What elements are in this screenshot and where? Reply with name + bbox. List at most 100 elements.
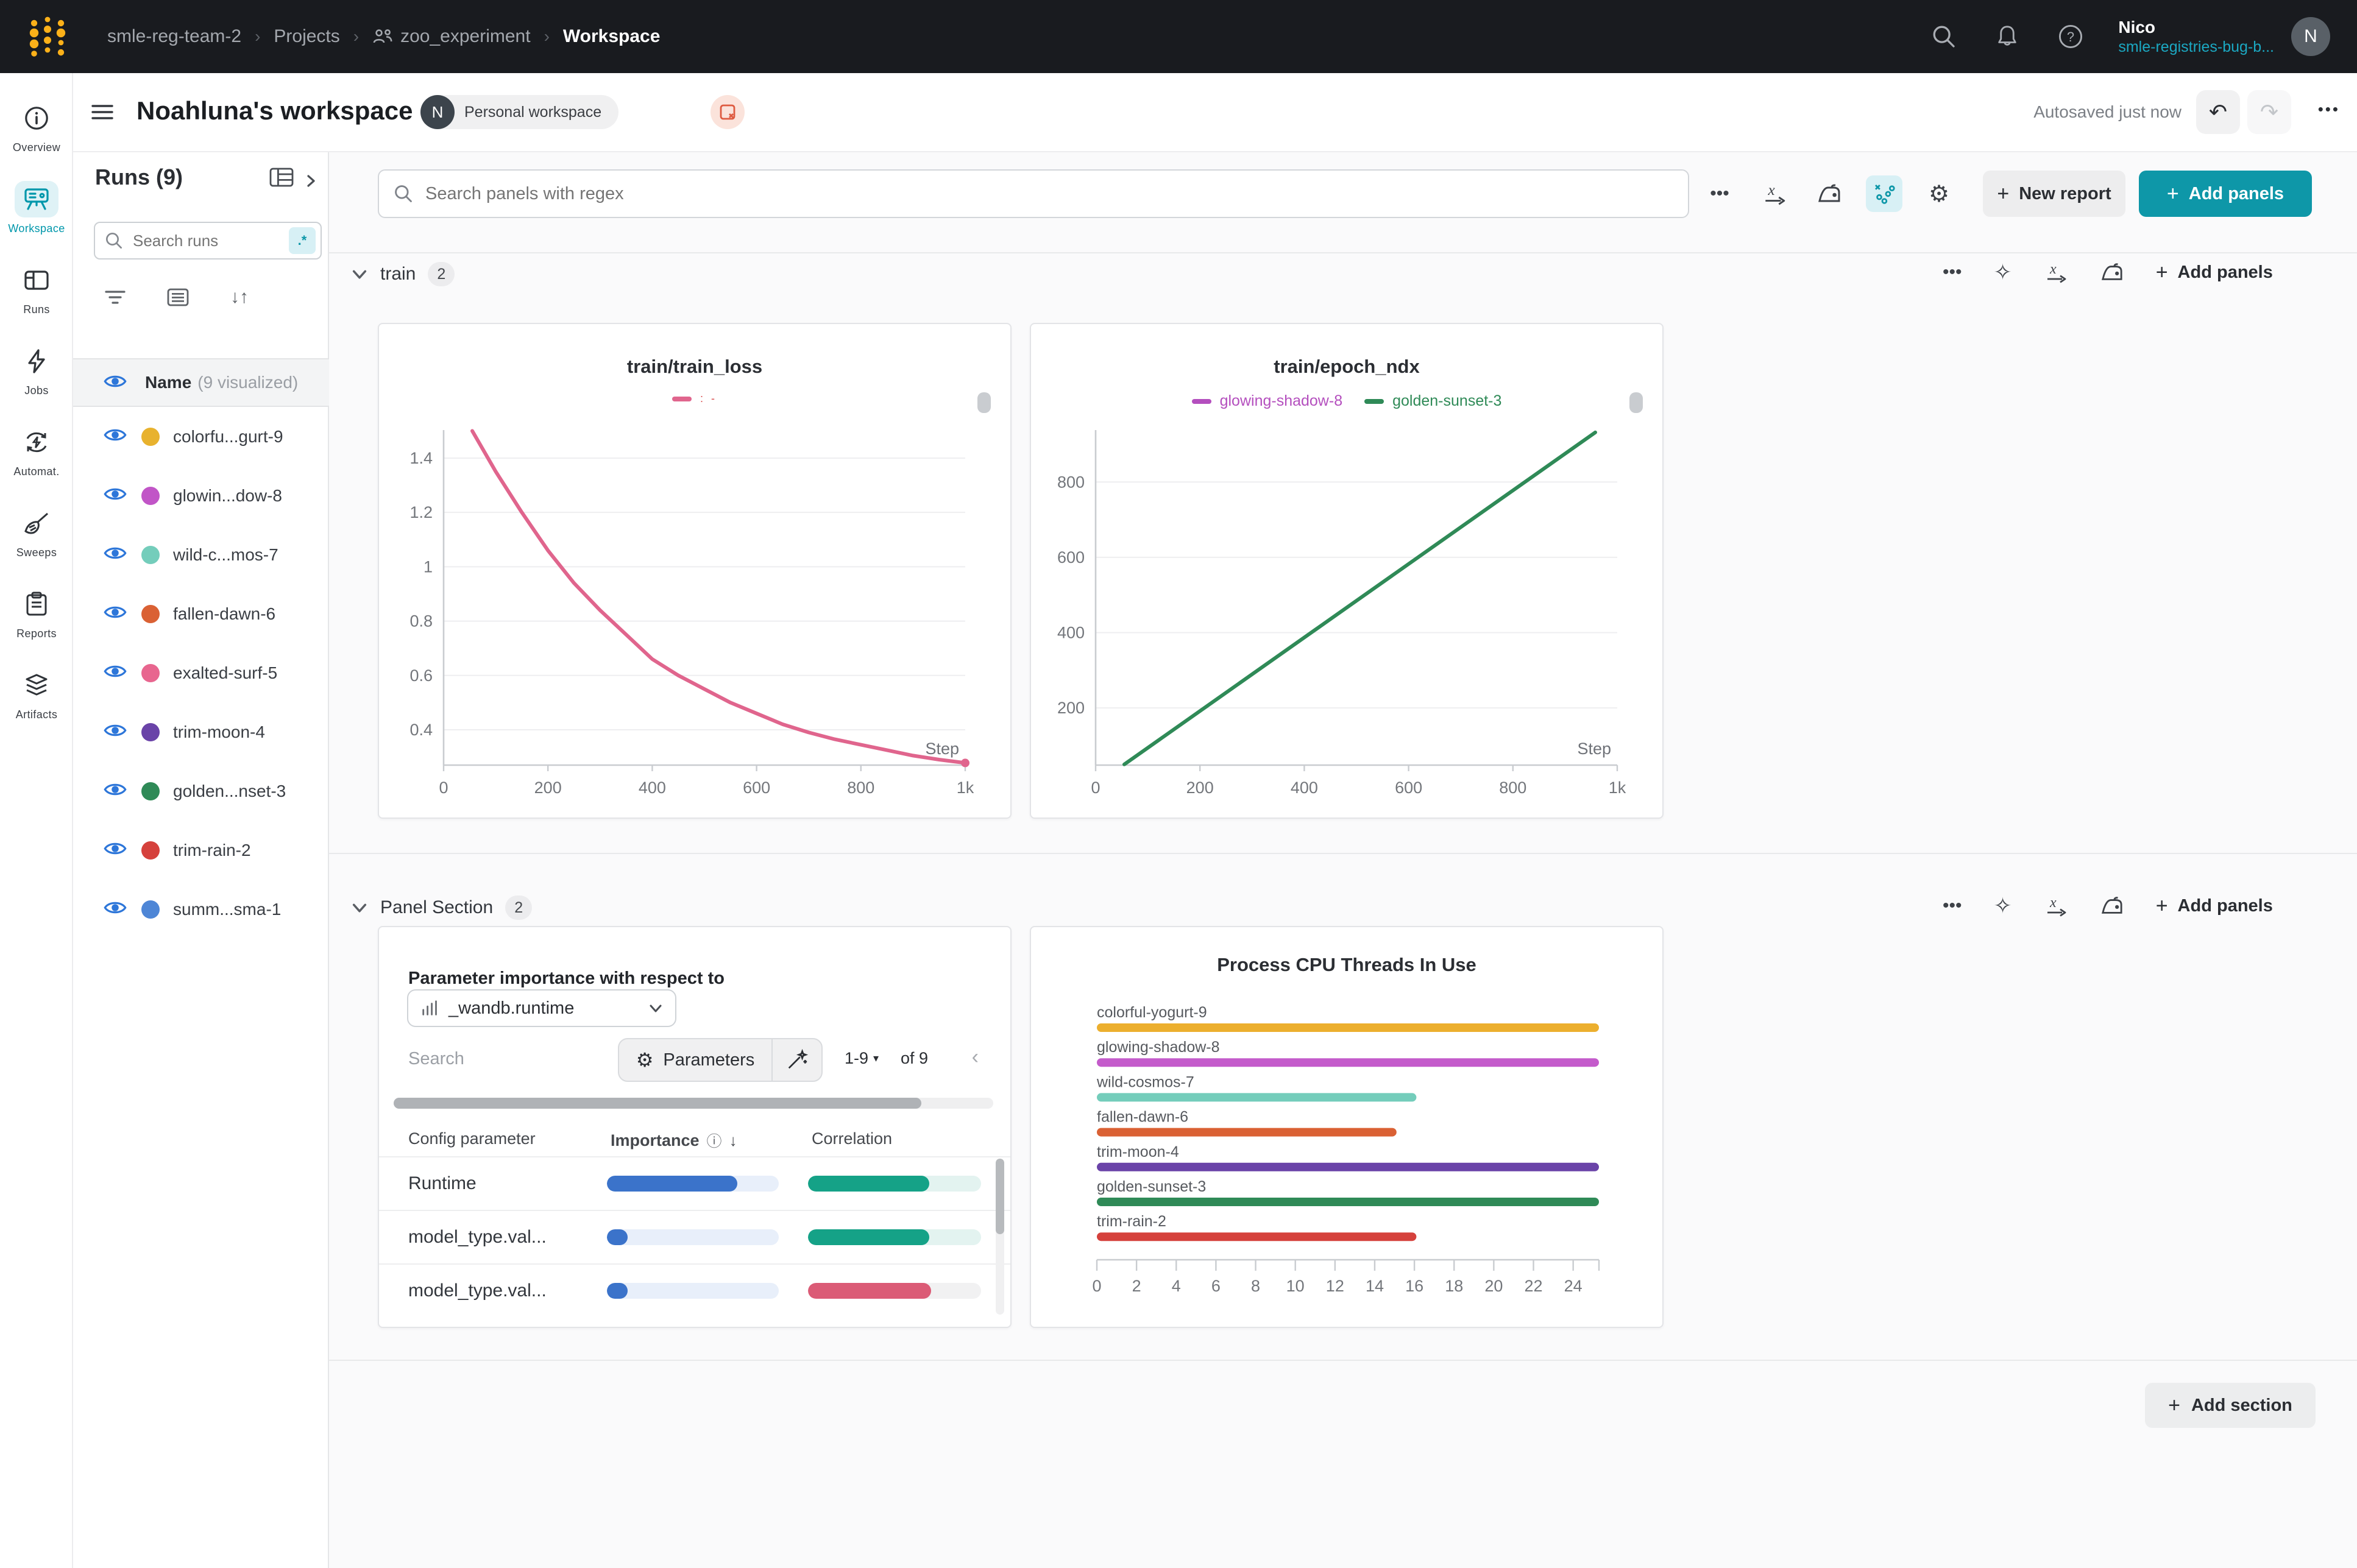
section-add-panels-button[interactable]: + Add panels [2156,895,2273,916]
run-row[interactable]: summ...sma-1 [73,880,329,939]
expand-runs-chevron-icon[interactable] [303,171,318,193]
sidebar-item-overview[interactable]: Overview [0,100,73,154]
collapse-section-chevron-icon[interactable] [351,266,368,283]
runs-search-input[interactable] [130,230,289,252]
visibility-eye-icon[interactable] [104,721,127,743]
importance-table-row[interactable]: Runtime [379,1156,1010,1210]
panel-parameter-importance[interactable]: Parameter importance with respect to _wa… [378,926,1012,1328]
scrollbar-thumb[interactable] [394,1098,921,1109]
bar-chart-cpu-threads[interactable]: colorful-yogurt-9glowing-shadow-8wild-co… [1046,995,1650,1300]
sidebar-item-workspace[interactable]: Workspace [0,181,73,235]
visibility-eye-icon[interactable] [104,372,127,394]
sidebar-item-reports[interactable]: Reports [0,586,73,640]
section-title[interactable]: train [380,264,416,284]
run-row[interactable]: fallen-dawn-6 [73,584,329,643]
run-row[interactable]: trim-moon-4 [73,702,329,761]
regex-toggle[interactable]: .* [289,227,316,254]
importance-table-row[interactable]: model_type.val... [379,1210,1010,1263]
visibility-eye-icon[interactable] [104,484,127,507]
section-add-panels-button[interactable]: + Add panels [2156,262,2273,283]
smoothing-iron-icon[interactable] [1811,175,1848,212]
legend-entry[interactable]: glowing-shadow-8 [1192,392,1343,410]
run-row[interactable]: wild-c...mos-7 [73,525,329,584]
run-row[interactable]: glowin...dow-8 [73,466,329,525]
panel-train-loss[interactable]: train/train_loss : - 0.40.60.811.21.4020… [378,323,1012,819]
visibility-eye-icon[interactable] [104,780,127,802]
line-chart-train-loss[interactable]: 0.40.60.811.21.402004006008001kStep [394,415,998,805]
section-sparkle-icon[interactable]: ✧ [1994,260,2012,285]
help-icon[interactable]: ? [2050,16,2091,57]
section-smoothing-iron-icon[interactable] [2100,261,2124,283]
importance-search-input[interactable]: Search [408,1049,464,1069]
clear-workspace-button[interactable] [711,95,745,129]
section-overflow-icon[interactable]: ••• [1943,895,1962,916]
section-title[interactable]: Panel Section [380,897,493,918]
panel-search-input[interactable] [423,183,1673,205]
section-x-axis-icon[interactable]: x [2044,260,2068,284]
add-panels-button[interactable]: + Add panels [2139,171,2312,217]
visibility-eye-icon[interactable] [104,543,127,566]
collapse-section-chevron-icon[interactable] [351,899,368,916]
notifications-bell-icon[interactable] [1987,16,2028,57]
visibility-eye-icon[interactable] [104,425,127,448]
parameters-button[interactable]: ⚙ Parameters [619,1039,773,1081]
visibility-eye-icon[interactable] [104,602,127,625]
importance-pager-prev-icon[interactable]: ‹ [972,1045,979,1069]
menu-hamburger-icon[interactable] [90,101,115,123]
sort-icon[interactable]: ↓↑ [230,287,249,308]
magic-wand-button[interactable] [773,1039,821,1081]
drag-handle[interactable] [977,392,991,413]
add-section-button[interactable]: + Add section [2145,1383,2316,1428]
importance-pager-range[interactable]: 1-9▾ [845,1049,879,1068]
runs-list-header[interactable]: Name (9 visualized) [73,358,329,407]
vertical-scrollbar[interactable] [996,1159,1004,1315]
visibility-eye-icon[interactable] [104,839,127,861]
sidebar-item-artifacts[interactable]: Artifacts [0,667,73,721]
redo-button[interactable]: ↷ [2247,90,2291,134]
new-report-button[interactable]: + New report [1983,171,2125,217]
scrollbar-thumb[interactable] [996,1159,1004,1234]
personal-workspace-badge[interactable]: N Personal workspace [420,95,618,129]
sidebar-item-runs[interactable]: Runs [0,262,73,316]
line-chart-epoch-ndx[interactable]: 20040060080002004006008001kStep [1046,415,1650,805]
group-list-icon[interactable] [167,288,189,306]
avatar[interactable]: N [2291,17,2330,56]
drag-handle[interactable] [1629,392,1643,413]
section-smoothing-iron-icon[interactable] [2100,895,2124,917]
breadcrumb-projects[interactable]: Projects [274,26,339,47]
breadcrumb-workspace[interactable]: Workspace [563,26,661,47]
wandb-logo[interactable] [27,16,68,57]
section-sparkle-icon[interactable]: ✧ [1994,893,2012,919]
x-axis-settings-icon[interactable]: x [1756,175,1793,212]
legend-entry[interactable]: : - [672,392,717,405]
run-row[interactable]: golden...nset-3 [73,761,329,821]
panel-display-settings-icon[interactable] [1866,175,1902,212]
header-overflow-icon[interactable]: ••• [2318,100,2340,119]
toolbar-overflow-icon[interactable]: ••• [1701,175,1738,212]
sidebar-item-automat[interactable]: Automat. [0,424,73,478]
section-overflow-icon[interactable]: ••• [1943,262,1962,283]
run-row[interactable]: colorfu...gurt-9 [73,407,329,466]
user-team-link[interactable]: smle-registries-bug-b... [2118,38,2274,57]
metric-dropdown[interactable]: _wandb.runtime [407,989,676,1027]
horizontal-scrollbar[interactable] [394,1098,993,1109]
column-importance[interactable]: Importance ⓘ ↓ [611,1129,737,1151]
breadcrumb-team[interactable]: smle-reg-team-2 [107,26,241,47]
user-menu[interactable]: Nico smle-registries-bug-b... [2118,16,2274,57]
visibility-eye-icon[interactable] [104,662,127,684]
visibility-eye-icon[interactable] [104,898,127,920]
run-row[interactable]: exalted-surf-5 [73,643,329,702]
sidebar-item-jobs[interactable]: Jobs [0,343,73,397]
info-icon[interactable]: ⓘ [707,1129,722,1151]
panel-epoch-ndx[interactable]: train/epoch_ndx glowing-shadow-8golden-s… [1030,323,1664,819]
run-row[interactable]: trim-rain-2 [73,821,329,880]
section-x-axis-icon[interactable]: x [2044,894,2068,918]
workspace-settings-gear-icon[interactable]: ⚙ [1921,175,1957,212]
breadcrumb-project[interactable]: zoo_experiment [372,26,530,47]
legend-entry[interactable]: golden-sunset-3 [1364,392,1501,410]
search-icon[interactable] [1923,16,1965,57]
panel-cpu-threads[interactable]: Process CPU Threads In Use colorful-yogu… [1030,926,1664,1328]
undo-button[interactable]: ↶ [2196,90,2240,134]
filter-icon[interactable] [105,289,126,306]
sidebar-item-sweeps[interactable]: Sweeps [0,505,73,559]
